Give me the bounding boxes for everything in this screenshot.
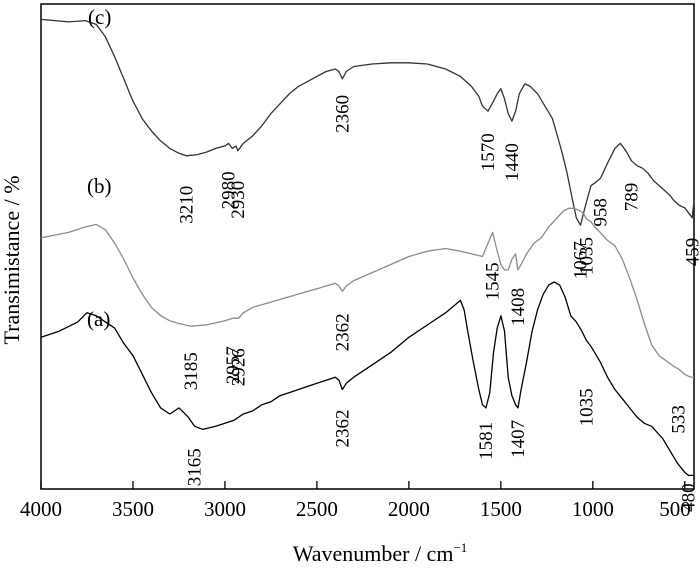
curve-label-c: (c) xyxy=(88,5,111,29)
x-axis-title: Wavenumber / cm−1 xyxy=(293,540,468,566)
peak-label: 3185 xyxy=(181,352,202,390)
peak-label: 958 xyxy=(591,198,612,227)
x-tick-label: 3000 xyxy=(204,497,246,521)
x-axis-ticks: 4000 3500 3000 2500 2000 1500 1000 500 xyxy=(20,481,691,521)
plot-frame xyxy=(40,3,695,490)
peak-label: 1408 xyxy=(508,288,529,326)
peak-label: 3165 xyxy=(185,448,206,486)
peak-label: 1440 xyxy=(502,143,523,181)
curve-label-b: (b) xyxy=(87,174,112,198)
peak-label: 2980 xyxy=(219,171,240,209)
x-tick-label: 1000 xyxy=(572,497,614,521)
peak-label: 1035 xyxy=(576,388,597,426)
peak-label: 2362 xyxy=(332,410,353,448)
curve-labels: (c) (b) (a) xyxy=(87,5,112,331)
x-tick-label: 3500 xyxy=(112,497,154,521)
series-line-b xyxy=(40,207,694,378)
peak-label: 1581 xyxy=(476,422,497,460)
peak-label: 2362 xyxy=(332,313,353,351)
series-layer xyxy=(40,18,695,477)
peak-label: 789 xyxy=(622,183,643,212)
y-axis-title: Transimistance / % xyxy=(0,175,24,344)
peak-label: 2360 xyxy=(332,95,353,133)
peak-label: 2957 xyxy=(223,346,244,384)
curve-label-a: (a) xyxy=(87,307,110,331)
x-tick-label: 4000 xyxy=(20,497,62,521)
plot-area-border xyxy=(40,3,695,490)
peak-label: 2930 xyxy=(228,181,249,219)
series-line-c xyxy=(40,18,695,226)
x-tick-label: 2000 xyxy=(388,497,430,521)
peak-label: 1035 xyxy=(576,237,597,275)
peak-label: 1545 xyxy=(483,262,504,300)
peak-label: 3210 xyxy=(176,186,197,224)
peak-label: 2926 xyxy=(229,348,250,386)
peak-label: 1407 xyxy=(508,420,529,458)
peak-label: 1067 xyxy=(571,241,592,279)
peak-label: 533 xyxy=(669,405,690,434)
peak-label: 480 xyxy=(679,483,700,512)
x-tick-label: 2500 xyxy=(296,497,338,521)
x-tick-label: 1500 xyxy=(480,497,522,521)
series-line-a xyxy=(40,281,694,477)
peak-label: 1570 xyxy=(478,133,499,171)
x-tick-label: 500 xyxy=(659,497,691,521)
peak-label: 459 xyxy=(682,238,700,266)
